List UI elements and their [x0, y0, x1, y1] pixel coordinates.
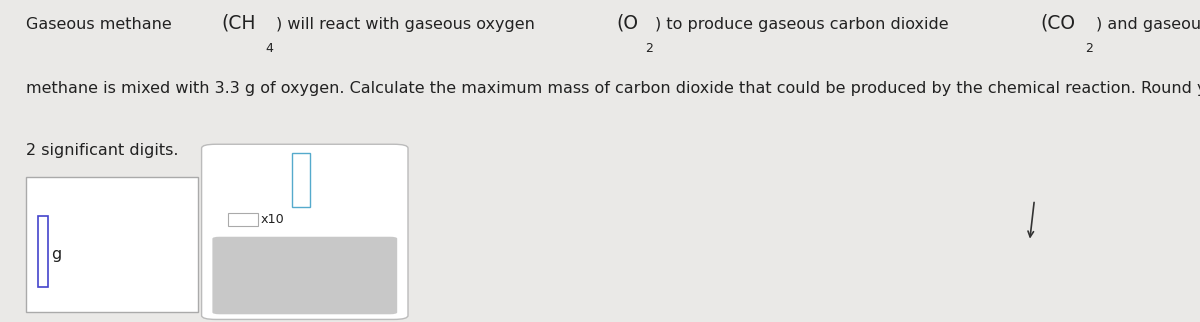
Text: 2: 2 — [644, 42, 653, 54]
Text: methane is mixed with 3.3 g of oxygen. Calculate the maximum mass of carbon diox: methane is mixed with 3.3 g of oxygen. C… — [26, 81, 1200, 96]
FancyBboxPatch shape — [212, 237, 397, 314]
FancyBboxPatch shape — [202, 144, 408, 319]
Bar — [38, 216, 48, 287]
Text: (O: (O — [617, 14, 638, 33]
Text: 2 significant digits.: 2 significant digits. — [26, 143, 179, 157]
Text: (CO: (CO — [1040, 14, 1075, 33]
Text: (CH: (CH — [221, 14, 256, 33]
Text: ) will react with gaseous oxygen: ) will react with gaseous oxygen — [276, 17, 540, 32]
Text: g: g — [52, 247, 62, 262]
Text: ) to produce gaseous carbon dioxide: ) to produce gaseous carbon dioxide — [655, 17, 954, 32]
Text: ) and gaseous water: ) and gaseous water — [1096, 17, 1200, 32]
Text: x10: x10 — [260, 213, 284, 226]
Bar — [293, 153, 311, 207]
Text: ×: × — [260, 266, 278, 286]
Bar — [228, 213, 258, 226]
Bar — [26, 177, 198, 312]
Text: Gaseous methane: Gaseous methane — [26, 17, 178, 32]
Text: 2: 2 — [1086, 42, 1093, 54]
Text: ↺: ↺ — [335, 266, 353, 286]
Text: 4: 4 — [265, 42, 274, 54]
